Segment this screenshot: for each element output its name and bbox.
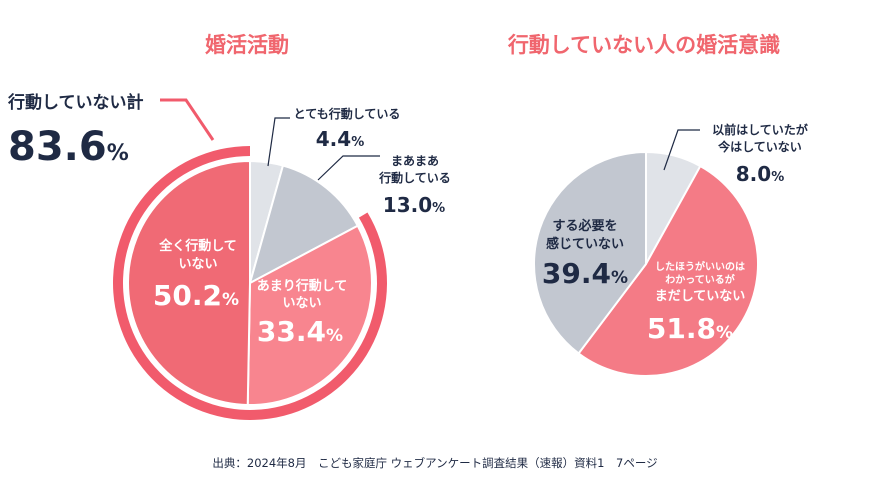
slice-not-at-all-value: 50.2%	[153, 279, 239, 312]
slice-somewhat-active	[248, 164, 360, 285]
slice-somewhat-active-value: 13.0%	[383, 193, 445, 217]
slice-not-at-all-label-1: 全く行動して	[158, 238, 237, 254]
slice-used-to-value: 8.0%	[736, 162, 784, 186]
slice-somewhat-active-label-2: 行動している	[378, 170, 451, 185]
slice-no-need	[533, 150, 647, 355]
callout-line-somewhat-active	[317, 155, 380, 181]
slice-not-at-all-label-2: いない	[178, 257, 217, 272]
slice-very-active-value: 4.4%	[316, 127, 364, 151]
slice-know-should-label-2: わかっているが	[665, 273, 735, 286]
slice-somewhat-active-label-1: まあまあ	[391, 154, 439, 168]
slice-know-should-label-3: まだしていない	[655, 289, 746, 304]
slice-no-need-label-1: する必要を	[552, 218, 617, 234]
slice-know-should-label-1: したほうがいいのは	[655, 260, 745, 273]
slice-very-active-label: とても行動している	[294, 106, 401, 121]
chart2-title: 行動していない人の婚活意識	[507, 33, 780, 57]
slice-no-need-value: 39.4%	[542, 257, 628, 290]
slice-used-to-label-2: 今はしていない	[717, 139, 802, 154]
callout-line-very-active	[267, 117, 290, 167]
slice-not-much-active	[246, 224, 373, 406]
slice-not-much-label-2: いない	[282, 296, 321, 311]
source-note: 出典：2024年8月 こども家庭庁 ウェブアンケート調査結果（速報）資料1 7ペ…	[212, 456, 657, 470]
chart1-title: 婚活活動	[205, 33, 289, 57]
ring-label: 行動していない計	[7, 92, 144, 113]
chart2-pie: 以前はしていたが 今はしていない 8.0% したほうがいいのは わかっているが …	[533, 122, 808, 377]
slice-not-much-label-1: あまり行動して	[257, 278, 348, 294]
slice-not-at-all-active	[126, 159, 251, 406]
callout-line-used-to	[663, 129, 700, 171]
slice-no-need-label-2: 感じていない	[546, 236, 624, 252]
ring-callout-line	[160, 98, 215, 141]
slice-not-much-value: 33.4%	[257, 315, 343, 348]
slice-know-should-not-yet	[577, 164, 759, 377]
slice-used-to-label-1: 以前はしていたが	[712, 122, 808, 137]
ring-value: 83.6%	[8, 124, 129, 170]
slice-know-should-value: 51.8%	[647, 312, 733, 345]
chart1-pie: 行動していない計 83.6% とても行動している 4.4% まあまあ 行動してい…	[7, 92, 451, 420]
